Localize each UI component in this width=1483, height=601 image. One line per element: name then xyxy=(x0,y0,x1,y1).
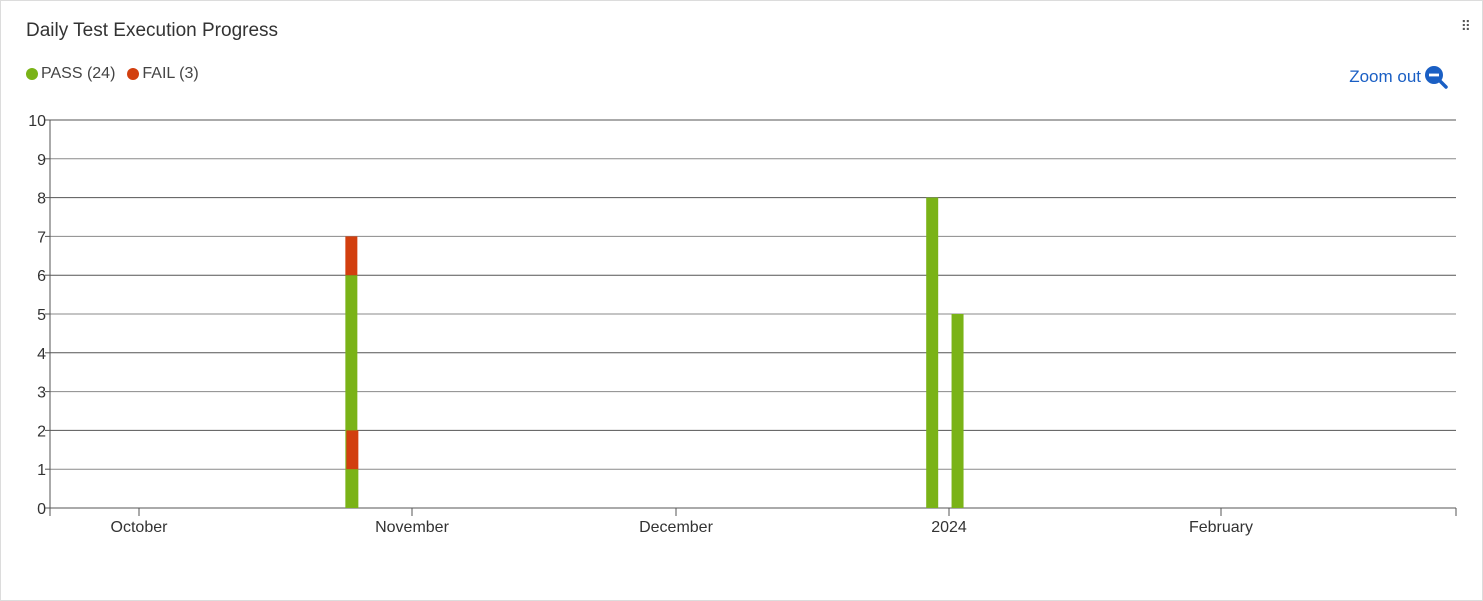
zoom-out-label: Zoom out xyxy=(1349,67,1421,86)
y-tick-label: 8 xyxy=(37,191,46,208)
drag-handle-icon[interactable]: ⠿ xyxy=(1460,18,1471,34)
legend-dot-pass xyxy=(26,68,38,80)
bar-pass-jan-1 xyxy=(926,197,939,508)
legend-item-pass[interactable]: PASS (24) xyxy=(26,65,115,83)
x-tick-label: 2024 xyxy=(931,519,967,536)
y-tick-label: 1 xyxy=(37,462,46,479)
zoom-out-icon xyxy=(1425,66,1448,89)
y-tick-label: 6 xyxy=(37,268,46,285)
y-tick-label: 5 xyxy=(37,307,46,324)
widget-title: Daily Test Execution Progress xyxy=(26,20,279,41)
y-tick-label: 9 xyxy=(37,152,46,169)
y-tick-label: 3 xyxy=(37,385,46,402)
x-tick-label: November xyxy=(375,519,449,536)
legend-item-fail[interactable]: FAIL (3) xyxy=(127,65,199,83)
x-tick-label: October xyxy=(111,519,169,536)
x-tick-label: December xyxy=(639,519,713,536)
legend-label-fail: FAIL (3) xyxy=(142,65,199,82)
bar-fail-oct-lower xyxy=(346,430,359,470)
y-tick-label: 2 xyxy=(37,423,46,440)
y-tick-label: 7 xyxy=(37,229,46,246)
legend-dot-fail xyxy=(127,68,140,80)
bar-fail-oct-upper xyxy=(345,236,358,276)
legend-label-pass: PASS (24) xyxy=(41,65,116,82)
chart-legend: PASS (24) FAIL (3) xyxy=(26,65,199,83)
zoom-out-button[interactable]: Zoom out xyxy=(1349,65,1448,89)
bar-pass-oct-lower xyxy=(346,469,359,508)
y-tick-label: 10 xyxy=(28,113,46,130)
y-tick-label: 0 xyxy=(37,501,46,518)
x-tick-label: February xyxy=(1189,519,1253,536)
bar-pass-jan-2 xyxy=(951,314,964,508)
y-tick-label: 4 xyxy=(37,346,46,363)
